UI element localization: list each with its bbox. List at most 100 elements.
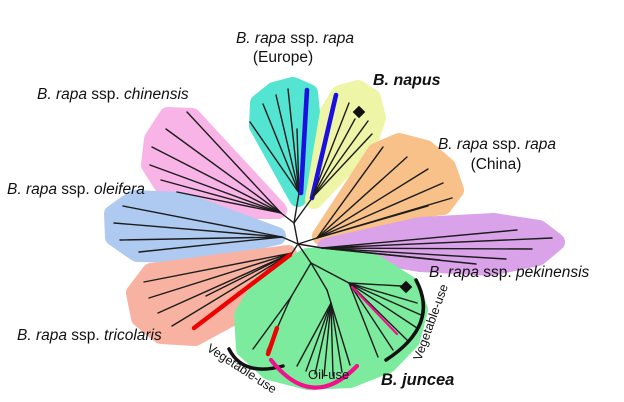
branch-line bbox=[297, 237, 318, 245]
branch-line bbox=[281, 236, 299, 245]
label-text: ssp. bbox=[290, 30, 319, 47]
label-oil-use: Oil-use bbox=[308, 367, 350, 382]
branch-line bbox=[305, 302, 332, 372]
label-text: (Europe) bbox=[252, 49, 314, 66]
branch-line bbox=[348, 282, 402, 287]
highlight-branch-red bbox=[265, 325, 280, 357]
branch-line bbox=[316, 156, 408, 239]
branch-line bbox=[249, 121, 300, 194]
highlight-branch-blue bbox=[309, 92, 339, 201]
branch-line bbox=[122, 205, 283, 238]
label-text: B. rapa bbox=[37, 86, 87, 103]
arc-vegetable-use-right bbox=[384, 278, 426, 362]
branch-line bbox=[151, 146, 282, 214]
highlight-branch-magenta bbox=[350, 285, 399, 336]
cluster-blob-pekinensis bbox=[317, 213, 565, 276]
branch-line bbox=[165, 128, 282, 214]
branch-line bbox=[330, 302, 343, 373]
branch-line bbox=[321, 247, 441, 261]
label-b-rapa-ssp-pekinensis: B. rapa ssp. pekinensis bbox=[429, 264, 589, 282]
label-text: ssp. bbox=[71, 327, 100, 344]
branch-line bbox=[348, 282, 379, 358]
branch-line bbox=[321, 229, 518, 249]
branch-line bbox=[311, 133, 373, 199]
label-text: rapa bbox=[323, 30, 355, 47]
branch-line bbox=[311, 102, 350, 199]
branch-line bbox=[348, 282, 418, 329]
label-text: B. rapa bbox=[437, 136, 488, 153]
label-b-rapa-ssp-rapa-europe: B. rapa ssp. rapa bbox=[195, 30, 395, 48]
diamond-marker-napus bbox=[352, 105, 366, 119]
branch-line bbox=[348, 282, 422, 316]
label-europe-region: (Europe) bbox=[183, 49, 383, 67]
branch-line bbox=[138, 236, 283, 253]
label-china-region: (China) bbox=[396, 156, 596, 174]
branch-line bbox=[330, 302, 334, 377]
branch-line bbox=[296, 128, 300, 194]
branch-line bbox=[316, 182, 444, 239]
branch-line bbox=[316, 146, 384, 239]
branch-line bbox=[160, 179, 282, 214]
label-text: B. rapa bbox=[235, 30, 286, 47]
label-text: ssp. bbox=[483, 264, 512, 281]
label-text: pekinensis bbox=[516, 264, 590, 281]
branch-line bbox=[262, 103, 300, 194]
cluster-blob-rapa-china bbox=[312, 133, 464, 245]
branch-line bbox=[113, 222, 283, 238]
highlight-branch-blue bbox=[298, 87, 310, 196]
branch-line bbox=[275, 94, 300, 194]
branch-line bbox=[143, 252, 293, 283]
branch-line bbox=[321, 247, 533, 250]
branch-line bbox=[252, 296, 292, 350]
label-text: ssp. bbox=[91, 86, 120, 103]
branch-line bbox=[293, 222, 299, 245]
label-text: rapa bbox=[525, 136, 557, 153]
branch-line bbox=[321, 247, 507, 260]
label-text: ssp. bbox=[492, 136, 521, 153]
branch-line bbox=[330, 302, 351, 366]
branch-line bbox=[290, 262, 312, 298]
branch-line bbox=[280, 212, 295, 224]
label-b-rapa-ssp-tricolaris: B. rapa ssp. tricolaris bbox=[17, 327, 162, 345]
branch-line bbox=[205, 252, 293, 297]
label-b-napus: B. napus bbox=[373, 72, 441, 89]
branch-line bbox=[149, 164, 282, 214]
branch-line bbox=[310, 262, 328, 291]
branch-line bbox=[321, 237, 553, 249]
branch-line bbox=[311, 120, 369, 199]
label-b-juncea: B. juncea bbox=[381, 371, 455, 389]
branch-line bbox=[310, 262, 350, 284]
branch-line bbox=[296, 302, 332, 367]
label-b-rapa-ssp-oleifera: B. rapa ssp. oleifera bbox=[7, 181, 145, 199]
arc-oil-use bbox=[268, 357, 360, 390]
branch-line bbox=[297, 243, 312, 264]
branch-line bbox=[348, 282, 394, 351]
branch-line bbox=[287, 88, 300, 194]
branch-line bbox=[293, 192, 300, 224]
highlight-branch-red bbox=[191, 252, 293, 331]
label-text: tricolaris bbox=[104, 327, 162, 344]
branch-line bbox=[316, 168, 429, 239]
branch-line bbox=[186, 111, 282, 214]
label-text: ssp. bbox=[61, 181, 90, 198]
branch-line bbox=[293, 197, 313, 224]
label-text: oleifera bbox=[94, 181, 145, 198]
diamond-marker-juncea bbox=[399, 280, 413, 294]
label-b-rapa-ssp-rapa-china: B. rapa ssp. rapa bbox=[397, 136, 597, 154]
branch-line bbox=[297, 243, 323, 249]
branch-line bbox=[157, 252, 293, 314]
label-text: B. rapa bbox=[17, 327, 67, 344]
branch-line bbox=[291, 243, 299, 254]
branch-line bbox=[316, 205, 429, 239]
branch-line bbox=[326, 289, 332, 304]
branch-line bbox=[311, 118, 356, 199]
branch-line bbox=[171, 252, 293, 327]
branch-line bbox=[348, 282, 418, 304]
branch-line bbox=[176, 191, 282, 214]
label-text: chinensis bbox=[124, 86, 189, 103]
branch-line bbox=[323, 302, 332, 377]
branch-line bbox=[314, 302, 332, 375]
label-text: B. rapa bbox=[7, 181, 57, 198]
